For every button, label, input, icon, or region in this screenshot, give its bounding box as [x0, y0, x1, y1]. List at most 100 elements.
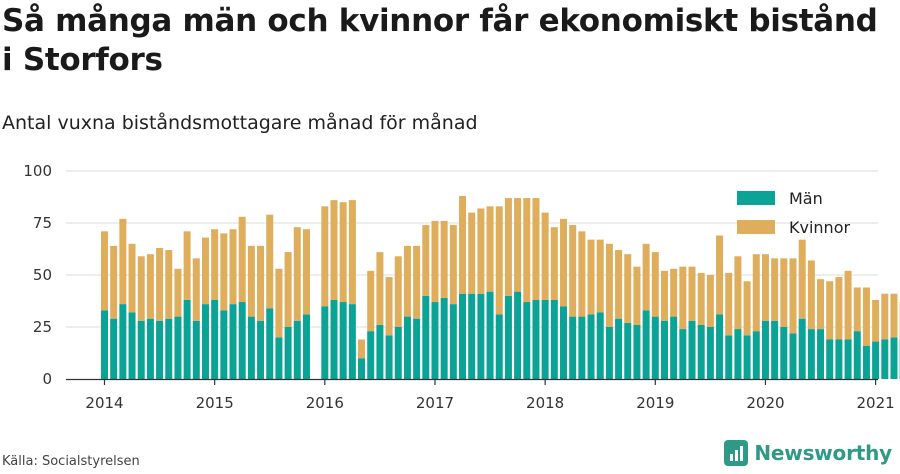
y-tick-label: 0: [42, 370, 52, 388]
bar-man: [578, 316, 586, 379]
bar-kvinnor: [238, 216, 246, 303]
bar-man: [449, 304, 457, 379]
bar-man: [569, 316, 577, 379]
bar-kvinnor: [670, 268, 678, 317]
x-tick-label: 2016: [306, 394, 344, 412]
bar-kvinnor: [403, 245, 411, 317]
bar-kvinnor: [367, 270, 375, 332]
bar-man: [862, 345, 870, 379]
bar-kvinnor: [220, 233, 228, 311]
bar-man: [881, 339, 889, 379]
bar-man: [183, 299, 191, 379]
bar-man: [459, 293, 467, 379]
bar-kvinnor: [862, 287, 870, 346]
bar-kvinnor: [247, 245, 255, 317]
bar-man: [201, 304, 209, 379]
bar-man: [844, 339, 852, 379]
x-tick-label: 2015: [196, 394, 234, 412]
bar-kvinnor: [798, 239, 806, 319]
bar-kvinnor: [284, 252, 292, 327]
bar-kvinnor: [844, 270, 852, 340]
bar-man: [771, 320, 779, 379]
bar-kvinnor: [128, 243, 136, 313]
bar-man: [321, 306, 329, 379]
bar-kvinnor: [358, 339, 366, 359]
y-tick-label: 75: [33, 214, 52, 232]
legend-label-kvinnor: Kvinnor: [789, 218, 850, 237]
bar-man: [642, 310, 650, 379]
bar-man: [624, 322, 632, 379]
bar-kvinnor: [761, 254, 769, 321]
bar-man: [192, 320, 200, 379]
bar-man: [165, 318, 173, 379]
y-tick-label: 25: [33, 318, 52, 336]
bar-man: [633, 324, 641, 379]
bar-kvinnor: [514, 198, 522, 292]
bar-man: [174, 316, 182, 379]
bar-kvinnor: [101, 231, 108, 311]
bar-man: [660, 320, 668, 379]
bar-kvinnor: [201, 237, 209, 305]
bar-kvinnor: [330, 200, 338, 300]
bar-kvinnor: [504, 198, 512, 296]
bar-man: [431, 302, 439, 379]
bar-man: [128, 312, 136, 379]
bar-kvinnor: [211, 229, 219, 300]
x-tick-label: 2014: [85, 394, 123, 412]
bar-kvinnor: [817, 279, 825, 330]
bar-man: [293, 320, 301, 379]
bar-man: [587, 314, 595, 379]
bar-kvinnor: [633, 266, 641, 325]
bar-man: [348, 304, 356, 379]
bar-man: [486, 291, 494, 379]
bar-kvinnor: [688, 266, 696, 321]
bar-kvinnor: [642, 243, 650, 311]
legend-swatch-man: [737, 191, 775, 205]
bar-man: [789, 333, 797, 379]
bar-man: [247, 316, 255, 379]
bar-man: [697, 324, 705, 379]
bar-kvinnor: [780, 258, 788, 327]
bar-man: [872, 341, 880, 379]
brand-name: Newsworthy: [754, 441, 892, 465]
bar-kvinnor: [872, 299, 880, 342]
bar-kvinnor: [587, 239, 595, 315]
bar-kvinnor: [293, 227, 301, 321]
bar-kvinnor: [560, 218, 567, 307]
bar-man: [211, 299, 219, 379]
bar-kvinnor: [615, 250, 623, 319]
bar-kvinnor: [422, 225, 430, 296]
bar-man: [514, 291, 522, 379]
bar-kvinnor: [523, 198, 531, 303]
bar-man: [716, 314, 724, 379]
bar-kvinnor: [119, 218, 127, 305]
bar-kvinnor: [569, 225, 577, 317]
bar-kvinnor: [734, 256, 742, 330]
bar-kvinnor: [486, 206, 494, 292]
x-tick-label: 2020: [746, 394, 784, 412]
bar-kvinnor: [321, 206, 329, 307]
bar-man: [440, 297, 448, 379]
bar-kvinnor: [376, 252, 384, 325]
bar-kvinnor: [449, 225, 457, 305]
bar-kvinnor: [302, 229, 310, 315]
bar-kvinnor: [679, 266, 687, 330]
bar-kvinnor: [468, 212, 476, 294]
bar-kvinnor: [174, 268, 182, 317]
bar-man: [477, 293, 485, 379]
bar-kvinnor: [477, 208, 485, 294]
x-tick-label: 2018: [526, 394, 564, 412]
bar-man: [376, 324, 384, 379]
bar-man: [725, 335, 733, 379]
bar-kvinnor: [275, 268, 283, 338]
bar-kvinnor: [165, 250, 173, 319]
bar-kvinnor: [725, 272, 733, 336]
bar-man: [743, 335, 751, 379]
bar-man: [284, 327, 292, 379]
bar-kvinnor: [394, 256, 402, 327]
bar-man: [605, 327, 613, 379]
bar-man: [504, 295, 512, 379]
bar-man: [651, 316, 659, 379]
bar-man: [229, 304, 237, 379]
bar-kvinnor: [146, 254, 154, 319]
